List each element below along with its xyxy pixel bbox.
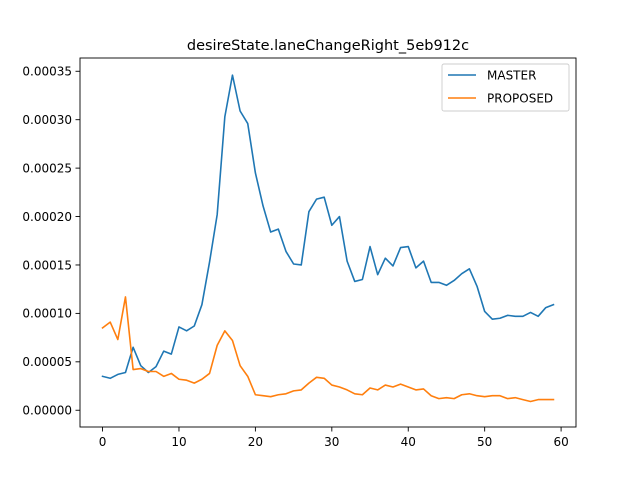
series-line-proposed (101, 296, 555, 403)
series-layer (101, 74, 555, 403)
y-tick-label: 0.00025 (22, 161, 72, 175)
series-line-master (101, 74, 555, 380)
legend: MASTER PROPOSED (441, 63, 570, 112)
y-tick-label: 0.00015 (22, 258, 72, 272)
y-tick-label: 0.00030 (22, 113, 72, 127)
x-tick-label: 40 (401, 435, 416, 449)
chart-title: desireState.laneChangeRight_5eb912c (187, 38, 469, 54)
legend-label-proposed: PROPOSED (487, 92, 553, 106)
y-tick-label: 0.00010 (22, 307, 72, 321)
x-axis: 0 10 20 30 40 50 60 (99, 427, 569, 449)
x-tick-label: 10 (171, 435, 186, 449)
x-tick-label: 50 (477, 435, 492, 449)
x-tick-label: 0 (99, 435, 107, 449)
x-tick-label: 60 (553, 435, 568, 449)
y-axis: 0.00000 0.00005 0.00010 0.00015 0.00020 0.000… (22, 65, 80, 418)
y-tick-label: 0.00000 (22, 404, 72, 418)
y-tick-label: 0.00005 (22, 355, 72, 369)
legend-label-master: MASTER (487, 69, 536, 83)
y-tick-label: 0.00020 (22, 210, 72, 224)
x-tick-label: 20 (248, 435, 263, 449)
plot-frame (79, 57, 577, 428)
y-tick-label: 0.00035 (22, 65, 72, 79)
x-tick-label: 30 (324, 435, 339, 449)
